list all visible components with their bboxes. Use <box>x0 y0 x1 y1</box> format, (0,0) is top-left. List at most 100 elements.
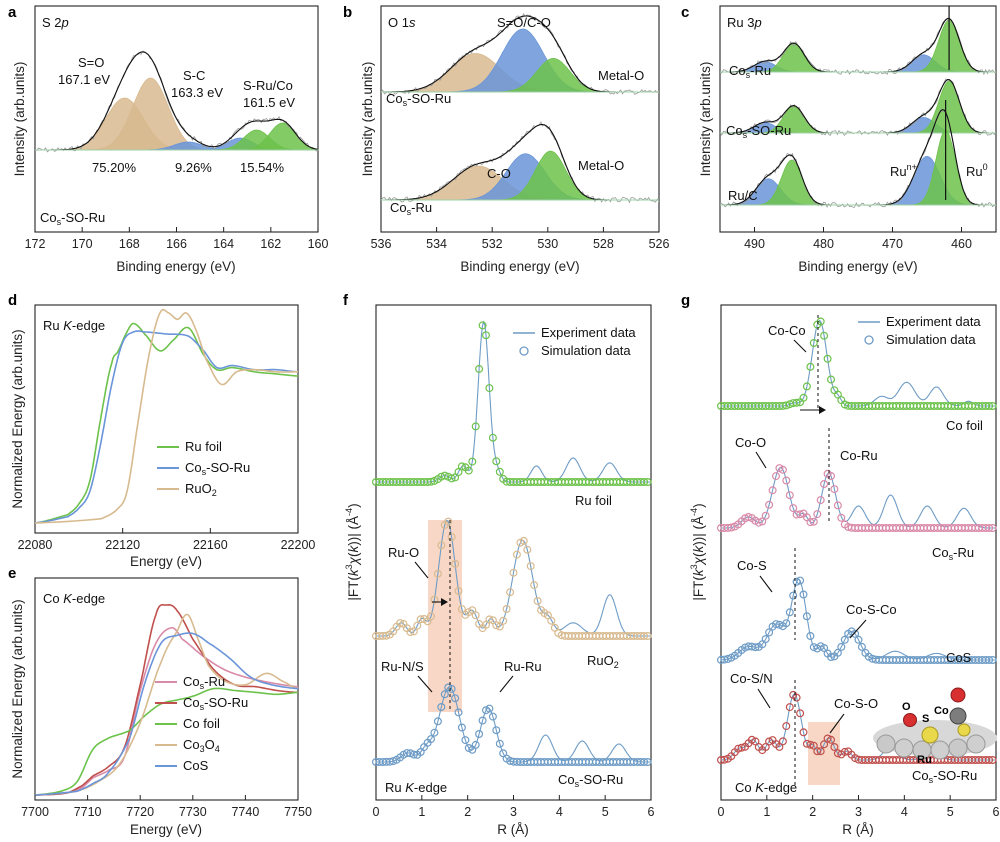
panel-f-sim-point <box>427 612 436 621</box>
panel-e-legend-label-1: Cos-SO-Ru <box>183 695 248 712</box>
panel-g-sim-point <box>806 740 815 749</box>
inset-atom <box>966 734 986 754</box>
panel-g-legend-sim: Simulation data <box>886 332 976 347</box>
panel-b-label-metal-o-bottom: Metal-O <box>578 158 624 173</box>
panel-f-sim-point <box>643 478 652 487</box>
panel-f-sim-point <box>454 708 463 717</box>
panel-f-sim-point <box>533 596 542 605</box>
panel-f-sim-point <box>464 466 473 475</box>
panel-a-peaks <box>34 50 319 153</box>
panel-c-tick-label: 470 <box>882 237 903 251</box>
panel-g-tick-label: 4 <box>901 805 908 819</box>
panel-e-line-2 <box>34 687 299 796</box>
panel-f-sim-point <box>433 717 442 726</box>
panel-g-arrow-co-sn <box>757 688 771 709</box>
panel-g-sim-point <box>754 518 763 527</box>
panel-g-sim-point <box>802 382 811 391</box>
panel-g-tick-label: 2 <box>809 805 816 819</box>
panel-e-legend-rest: -Ru <box>204 674 225 689</box>
panel-f-sim-point <box>526 562 535 571</box>
panel-d-legend-sub: 2 <box>212 488 217 498</box>
panel-c-ticks: 490 480 470 460 <box>744 6 972 251</box>
panel-g-sim-point <box>792 577 801 586</box>
panel-b-tick-label: 534 <box>426 237 447 251</box>
panel-f-ru-ft: 0 1 2 3 4 5 6 Experiment data Simulation data R… <box>344 304 655 837</box>
panel-f-label-ru-ru: Ru-Ru <box>504 659 542 674</box>
panel-a-tick-label: 166 <box>166 237 187 251</box>
panel-b-label-so-co: S=O/C-O <box>497 15 551 30</box>
panel-f-sim-point <box>640 757 649 766</box>
panel-f-tick-label: 3 <box>510 805 517 819</box>
panel-e-tick-label: 7740 <box>231 805 259 819</box>
panel-g-sim-point <box>985 655 994 664</box>
panel-f-sim-point <box>492 726 501 735</box>
panel-a-tick-label: 168 <box>119 237 140 251</box>
panel-a-tick-label: 162 <box>260 237 281 251</box>
panel-e-legend-rest: O <box>205 737 215 752</box>
panel-g-sim-point <box>782 401 791 410</box>
inset-atom-s <box>957 723 971 737</box>
panel-g-sim-point <box>761 511 770 520</box>
panel-f-tick-label: 6 <box>648 805 655 819</box>
panel-f-legend: Experiment data Simulation data <box>513 325 636 358</box>
panel-b-label-metal-o-top: Metal-O <box>598 68 644 83</box>
panel-e-legend-label-3: Co3O4 <box>183 737 220 754</box>
panel-g-label-co-s: Co-S <box>737 558 767 573</box>
panel-g-sim-point <box>727 523 736 532</box>
panel-g-xlabel: R (Å) <box>842 822 874 837</box>
panel-f-label-ru-foil: Ru foil <box>575 493 612 508</box>
panel-f-sim-point <box>530 581 539 590</box>
panel-a-tick-label: 164 <box>213 237 234 251</box>
inset-atom <box>876 734 896 754</box>
panel-c-sample-3: Ru/C <box>728 188 758 203</box>
panel-g-label-cos-ru: Cos-Ru <box>932 545 974 562</box>
panel-d-frame <box>34 304 299 534</box>
panel-g-legend: Experiment data Simulation data <box>858 314 981 347</box>
panel-c-peaks <box>719 17 997 208</box>
panel-f-sim-point <box>643 757 652 766</box>
panel-f-sim-point <box>454 586 463 595</box>
inset-atom-o <box>903 713 917 727</box>
panel-g-sim-point <box>820 331 829 340</box>
panel-a-xlabel: Binding energy (eV) <box>116 259 235 274</box>
inset-atom <box>948 738 968 758</box>
panel-g-sim-point <box>765 628 774 637</box>
panel-e-xlabel: Energy (eV) <box>130 822 202 837</box>
inset-atom-o <box>950 687 966 703</box>
panel-d-ru-kedge: 22080 22120 22160 22200 Ru K-edge Ru foil Co… <box>10 304 315 569</box>
panel-g-sim-point <box>988 402 997 411</box>
panel-g-sim-point <box>833 501 842 510</box>
panel-c-label-ru0: Ru0 <box>966 162 988 179</box>
panel-g-sim-point <box>771 472 780 481</box>
panel-a-tick-label: 170 <box>72 237 93 251</box>
panel-f-tick-label: 0 <box>373 805 380 819</box>
panel-f-sim-point <box>640 478 649 487</box>
panel-g-sim-point <box>837 513 846 522</box>
panel-g-sim-point <box>837 642 846 651</box>
panel-d-tick-label: 22080 <box>18 538 53 552</box>
panel-g-sim-point <box>799 393 808 402</box>
panel-a-label-sc: S-C <box>183 68 205 83</box>
panel-f-ticks: 0 1 2 3 4 5 6 <box>373 795 655 819</box>
panel-letter-d: d <box>8 292 17 309</box>
panel-g-label-co-s-o: Co-S-O <box>834 696 878 711</box>
panel-c-ylabel: Intensity (arb.units) <box>698 62 713 177</box>
panel-f-sim-point <box>430 595 439 604</box>
panel-f-sim-point <box>444 517 453 526</box>
panel-e-tick-label: 7720 <box>126 805 154 819</box>
panel-g-sim-point <box>833 648 842 657</box>
panel-g-sim-point <box>806 518 815 527</box>
panel-g-arrow-co-o <box>755 451 767 469</box>
panel-g-sim-point <box>823 354 832 363</box>
panel-g-sim-point <box>737 743 746 752</box>
panel-a-label-sru: S-Ru/Co <box>243 78 293 93</box>
panel-f-arrow-ru-ns <box>417 675 433 693</box>
panel-f-edge: Ru K-edge <box>385 780 447 795</box>
panel-g-tick-label: 6 <box>993 805 1000 819</box>
panel-g-label-cos: CoS <box>946 650 972 665</box>
panel-f-sim-point <box>430 728 439 737</box>
panel-f-sim-point <box>492 457 501 466</box>
panel-g-sim-point <box>782 619 791 628</box>
panel-f-sim-point <box>502 604 511 613</box>
panel-f-legend-sim: Simulation data <box>541 343 631 358</box>
